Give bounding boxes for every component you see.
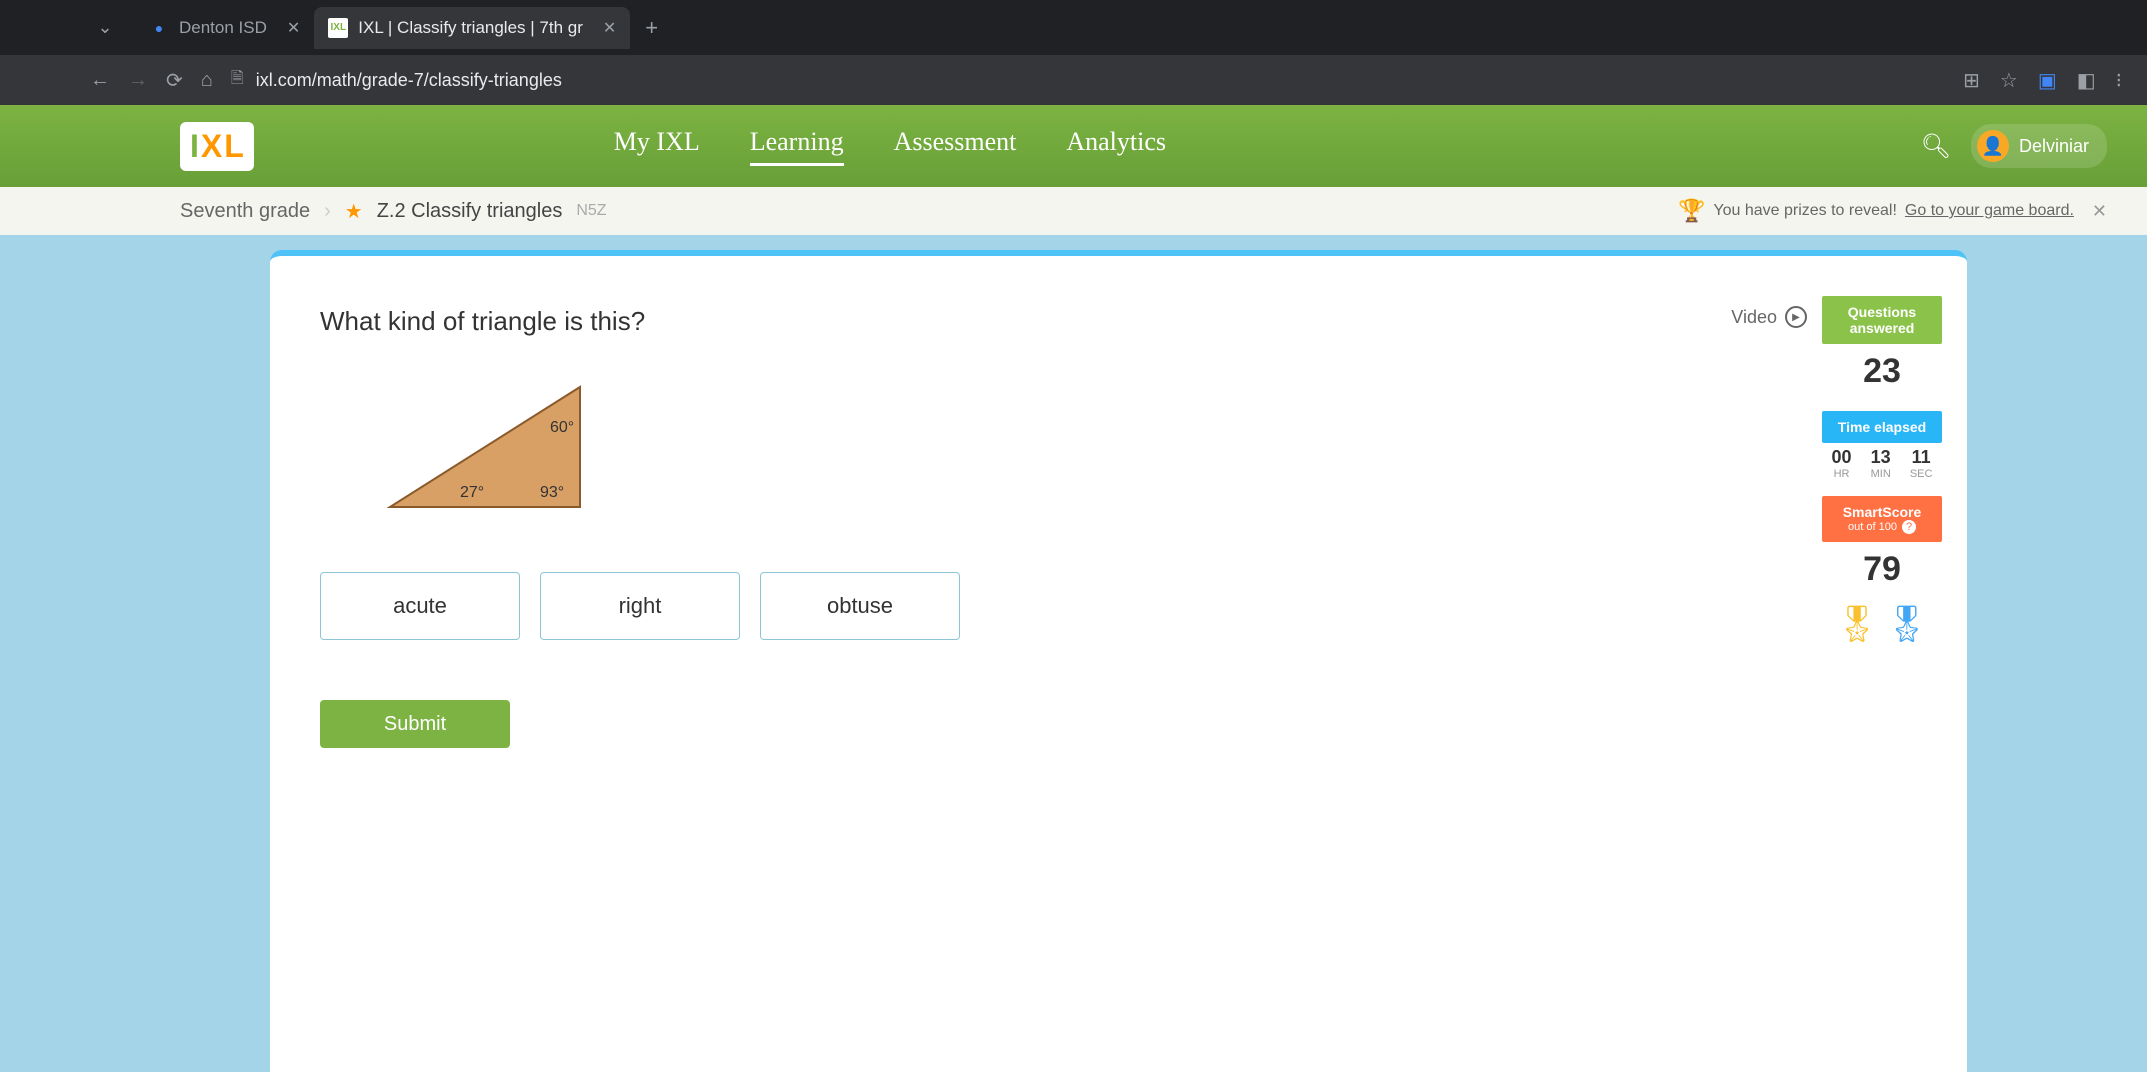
ixl-header: I X L My IXL Learning Assessment Analyti… bbox=[0, 105, 2147, 187]
nav-right-icons: ⊞ ☆ ▣ ◧ ⁝ bbox=[1963, 68, 2122, 93]
extension-icon[interactable]: ▣ bbox=[2038, 68, 2057, 93]
close-icon[interactable]: ✕ bbox=[2092, 201, 2107, 222]
prize-link[interactable]: Go to your game board. bbox=[1905, 202, 2074, 220]
ixl-logo[interactable]: I X L bbox=[180, 122, 254, 171]
time-sec: 11 bbox=[1910, 447, 1933, 468]
browser-chrome: ⌄ ● Denton ISD ✕ IXL IXL | Classify tria… bbox=[0, 0, 2147, 105]
back-icon[interactable]: ← bbox=[90, 69, 110, 92]
tab-favicon-icon: IXL bbox=[328, 18, 348, 38]
video-link[interactable]: Video ▶ bbox=[1731, 306, 1807, 328]
ixl-nav: My IXL Learning Assessment Analytics bbox=[614, 127, 1166, 166]
browser-nav-bar: ← → ⟳ ⌂ 🗎 ixl.com/math/grade-7/classify-… bbox=[0, 55, 2147, 105]
translate-icon[interactable]: ⊞ bbox=[1963, 68, 1980, 93]
content-card: Video ▶ What kind of triangle is this? 6… bbox=[270, 250, 1967, 1072]
time-hr: 00 bbox=[1832, 447, 1852, 468]
skill-title: Z.2 Classify triangles bbox=[377, 200, 563, 223]
tab-title: IXL | Classify triangles | 7th gr bbox=[358, 18, 583, 38]
prize-text: You have prizes to reveal! bbox=[1713, 202, 1897, 220]
smartscore-header: SmartScore out of 100 ? bbox=[1822, 496, 1942, 542]
smartscore-stat: SmartScore out of 100 ? 79 🎖 🎖 bbox=[1822, 496, 1942, 645]
questions-header: Questions answered bbox=[1822, 296, 1942, 344]
home-icon[interactable]: ⌂ bbox=[201, 69, 213, 92]
nav-learning[interactable]: Learning bbox=[750, 127, 844, 166]
forward-icon[interactable]: → bbox=[128, 69, 148, 92]
logo-l: L bbox=[224, 128, 244, 165]
option-right[interactable]: right bbox=[540, 572, 740, 640]
browser-tab[interactable]: IXL IXL | Classify triangles | 7th gr ✕ bbox=[314, 7, 630, 49]
question-prompt: What kind of triangle is this? bbox=[320, 306, 1220, 337]
header-right: 🔍︎ 👤 Delviniar bbox=[1921, 124, 2108, 168]
smartscore-sub: out of 100 bbox=[1848, 521, 1897, 533]
nav-my-ixl[interactable]: My IXL bbox=[614, 127, 700, 166]
avatar-icon: 👤 bbox=[1977, 130, 2009, 162]
angle-top: 60° bbox=[550, 419, 574, 436]
close-icon[interactable]: ✕ bbox=[603, 18, 616, 38]
username: Delviniar bbox=[2019, 136, 2089, 157]
url-text: ixl.com/math/grade-7/classify-triangles bbox=[256, 70, 562, 91]
search-icon[interactable]: 🔍︎ bbox=[1921, 132, 1951, 161]
tab-title: Denton ISD bbox=[179, 18, 267, 38]
site-info-icon[interactable]: 🗎 bbox=[231, 67, 244, 94]
time-header: Time elapsed bbox=[1822, 411, 1942, 443]
smartscore-value: 79 bbox=[1822, 542, 1942, 597]
grade-link[interactable]: Seventh grade bbox=[180, 200, 310, 223]
chevron-right-icon: › bbox=[324, 200, 331, 223]
trophy-icon: 🏆 bbox=[1678, 198, 1705, 224]
ribbons: 🎖 🎖 bbox=[1822, 603, 1942, 645]
questions-value: 23 bbox=[1822, 344, 1942, 399]
profile-icon[interactable]: ◧ bbox=[2077, 68, 2096, 93]
nav-analytics[interactable]: Analytics bbox=[1066, 127, 1166, 166]
tabs-dropdown-icon[interactable]: ⌄ bbox=[90, 13, 120, 43]
tab-strip: ⌄ ● Denton ISD ✕ IXL IXL | Classify tria… bbox=[0, 0, 2147, 55]
breadcrumb-path: Seventh grade › ★ Z.2 Classify triangles… bbox=[180, 199, 607, 224]
star-icon[interactable]: ★ bbox=[345, 199, 363, 224]
new-tab-button[interactable]: + bbox=[645, 15, 658, 41]
time-sec-lbl: SEC bbox=[1910, 468, 1933, 480]
play-icon: ▶ bbox=[1785, 306, 1807, 328]
smartscore-title: SmartScore bbox=[1843, 504, 1922, 520]
questions-stat: Questions answered 23 bbox=[1822, 296, 1942, 399]
answer-options: acute right obtuse bbox=[320, 572, 1220, 640]
option-obtuse[interactable]: obtuse bbox=[760, 572, 960, 640]
ribbon-gold-icon: 🎖 bbox=[1834, 603, 1880, 645]
reload-icon[interactable]: ⟳ bbox=[166, 68, 183, 93]
stats-sidebar: Questions answered 23 Time elapsed 00HR … bbox=[1822, 296, 1942, 645]
video-label: Video bbox=[1731, 307, 1777, 328]
time-min-lbl: MIN bbox=[1871, 468, 1891, 480]
browser-tab[interactable]: ● Denton ISD ✕ bbox=[135, 7, 314, 49]
help-icon[interactable]: ? bbox=[1902, 520, 1916, 534]
question-area: What kind of triangle is this? 60° 27° 9… bbox=[320, 306, 1220, 748]
url-bar[interactable]: 🗎 ixl.com/math/grade-7/classify-triangle… bbox=[231, 67, 1945, 94]
angle-right: 93° bbox=[540, 484, 564, 501]
triangle-svg: 60° 27° 93° bbox=[380, 377, 600, 517]
prize-banner: 🏆 You have prizes to reveal! Go to your … bbox=[1678, 198, 2107, 224]
logo-x: X bbox=[201, 128, 222, 165]
bookmark-icon[interactable]: ☆ bbox=[2000, 68, 2018, 93]
triangle-figure: 60° 27° 93° bbox=[380, 377, 1220, 522]
submit-button[interactable]: Submit bbox=[320, 700, 510, 748]
logo-i: I bbox=[190, 128, 199, 165]
tab-favicon-icon: ● bbox=[149, 18, 169, 38]
time-min: 13 bbox=[1871, 447, 1891, 468]
breadcrumb: Seventh grade › ★ Z.2 Classify triangles… bbox=[0, 187, 2147, 235]
close-icon[interactable]: ✕ bbox=[287, 18, 300, 38]
time-values: 00HR 13MIN 11SEC bbox=[1822, 443, 1942, 484]
user-menu[interactable]: 👤 Delviniar bbox=[1971, 124, 2107, 168]
time-hr-lbl: HR bbox=[1832, 468, 1852, 480]
option-acute[interactable]: acute bbox=[320, 572, 520, 640]
nav-assessment[interactable]: Assessment bbox=[894, 127, 1017, 166]
menu-icon[interactable]: ⁝ bbox=[2116, 68, 2122, 93]
ribbon-blue-icon: 🎖 bbox=[1884, 603, 1930, 645]
skill-code: N5Z bbox=[576, 202, 606, 220]
time-stat: Time elapsed 00HR 13MIN 11SEC bbox=[1822, 411, 1942, 484]
angle-left: 27° bbox=[460, 484, 484, 501]
